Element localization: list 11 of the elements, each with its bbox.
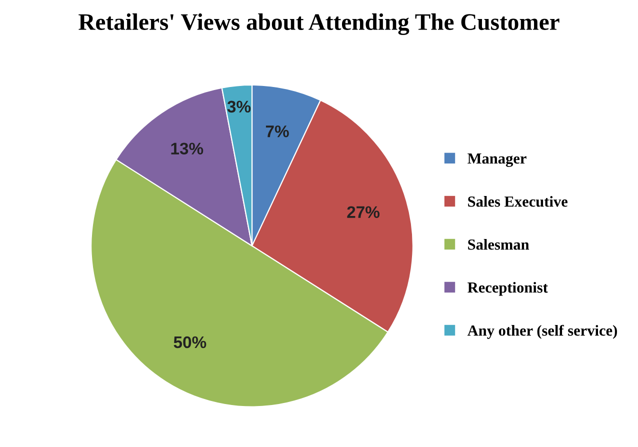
legend-label: Manager: [468, 154, 526, 167]
data-label: 7%: [266, 125, 289, 138]
data-label: 50%: [174, 336, 206, 348]
data-label: 3%: [227, 100, 251, 113]
legend-label: Any other (self service): [467, 324, 617, 339]
data-label: 13%: [171, 142, 204, 155]
data-label: 27%: [347, 206, 380, 218]
chart-title: Retailers' Views about Attending The Customer: [78, 13, 560, 36]
legend-label: Salesman: [468, 238, 530, 250]
legend-label: Sales Executive: [468, 196, 568, 207]
legend-label: Receptionist: [468, 282, 548, 296]
